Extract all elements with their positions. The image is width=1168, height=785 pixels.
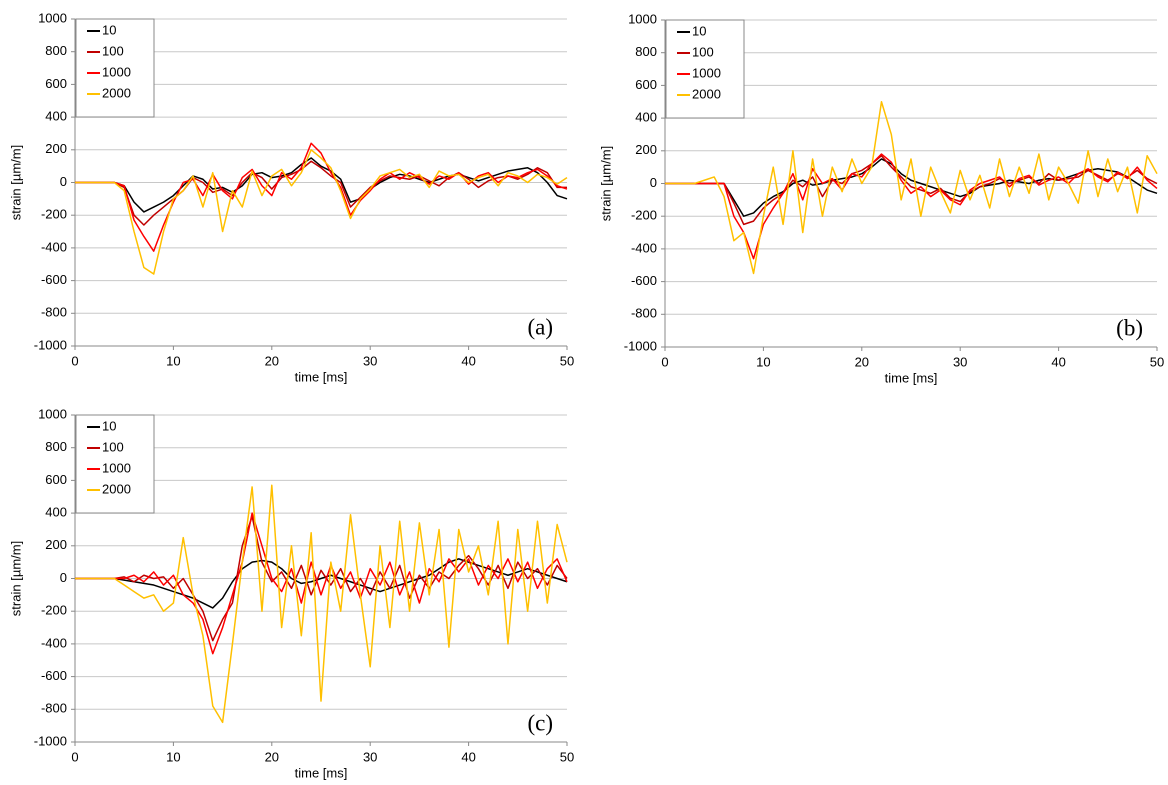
x-tick-label: 20 bbox=[265, 749, 279, 764]
x-tick-label: 30 bbox=[363, 749, 377, 764]
legend-label: 1000 bbox=[692, 65, 721, 80]
legend-label: 10 bbox=[102, 22, 116, 37]
series-line bbox=[665, 158, 1158, 217]
x-tick-label: 30 bbox=[363, 353, 377, 368]
chart-panel: -1000 -800 -600 -400 -200 0 200 400 600 800 1000 0 1… bbox=[8, 10, 574, 384]
x-tick-label: 50 bbox=[1150, 354, 1164, 369]
y-tick-label: -200 bbox=[41, 207, 67, 222]
y-tick-label: -800 bbox=[41, 701, 67, 716]
legend-label: 1000 bbox=[102, 460, 131, 475]
y-tick-label: 400 bbox=[45, 505, 67, 520]
y-tick-label: 800 bbox=[45, 439, 67, 454]
legend-box bbox=[665, 19, 745, 119]
y-tick-label: 200 bbox=[45, 537, 67, 552]
y-tick-label: -1000 bbox=[34, 733, 67, 748]
x-axis-label: time [ms] bbox=[295, 765, 348, 780]
y-tick-label: 200 bbox=[45, 141, 67, 156]
series-line bbox=[75, 149, 568, 275]
y-tick-label: -400 bbox=[41, 635, 67, 650]
x-tick-label: 40 bbox=[461, 353, 475, 368]
x-tick-label: 10 bbox=[756, 354, 770, 369]
panel-annotation: (a) bbox=[527, 314, 553, 339]
chart-panel: -1000 -800 -600 -400 -200 0 200 400 600 800 1000 0 1… bbox=[598, 11, 1164, 385]
legend-label: 10 bbox=[102, 418, 116, 433]
y-tick-label: -200 bbox=[631, 208, 657, 223]
y-tick-label: 200 bbox=[635, 142, 657, 157]
series-line bbox=[665, 153, 1158, 260]
x-tick-label: 10 bbox=[166, 749, 180, 764]
series-line bbox=[75, 484, 568, 724]
x-tick-label: 20 bbox=[265, 353, 279, 368]
y-tick-label: -800 bbox=[41, 305, 67, 320]
x-axis-label: time [ms] bbox=[885, 370, 938, 385]
legend-label: 100 bbox=[102, 439, 124, 454]
x-tick-label: 50 bbox=[560, 353, 574, 368]
y-tick-label: 400 bbox=[45, 109, 67, 124]
y-tick-label: -600 bbox=[631, 273, 657, 288]
y-tick-label: -1000 bbox=[624, 338, 657, 353]
panel-annotation: (c) bbox=[527, 710, 553, 735]
y-tick-label: 800 bbox=[45, 43, 67, 58]
x-tick-label: 20 bbox=[855, 354, 869, 369]
y-tick-label: -400 bbox=[41, 239, 67, 254]
series-line bbox=[665, 154, 1158, 226]
legend-label: 2000 bbox=[692, 86, 721, 101]
y-tick-label: 0 bbox=[650, 175, 657, 190]
x-axis-label: time [ms] bbox=[295, 369, 348, 384]
y-tick-label: 600 bbox=[45, 76, 67, 91]
y-tick-label: -800 bbox=[631, 306, 657, 321]
legend-label: 100 bbox=[102, 43, 124, 58]
x-tick-label: 40 bbox=[461, 749, 475, 764]
y-tick-label: 1000 bbox=[38, 10, 67, 25]
y-tick-label: -400 bbox=[631, 240, 657, 255]
series-line bbox=[75, 157, 568, 213]
legend-label: 100 bbox=[692, 44, 714, 59]
series-line bbox=[75, 142, 568, 252]
y-tick-label: -600 bbox=[41, 272, 67, 287]
y-tick-label: 1000 bbox=[38, 406, 67, 421]
y-tick-label: -1000 bbox=[34, 337, 67, 352]
legend-label: 10 bbox=[692, 23, 706, 38]
legend-label: 1000 bbox=[102, 64, 131, 79]
y-tick-label: -600 bbox=[41, 668, 67, 683]
y-tick-label: 600 bbox=[635, 77, 657, 92]
x-tick-label: 10 bbox=[166, 353, 180, 368]
y-tick-label: 0 bbox=[60, 174, 67, 189]
y-tick-label: 600 bbox=[45, 472, 67, 487]
series-line bbox=[75, 558, 568, 609]
x-tick-label: 40 bbox=[1051, 354, 1065, 369]
y-tick-label: 400 bbox=[635, 110, 657, 125]
legend-label: 2000 bbox=[102, 481, 131, 496]
y-axis-label: strain [µm/m] bbox=[8, 541, 23, 616]
x-tick-label: 0 bbox=[71, 353, 78, 368]
y-axis-label: strain [µm/m] bbox=[8, 145, 23, 220]
y-tick-label: 800 bbox=[635, 44, 657, 59]
x-tick-label: 30 bbox=[953, 354, 967, 369]
panel-annotation: (b) bbox=[1116, 315, 1143, 340]
x-tick-label: 50 bbox=[560, 749, 574, 764]
legend-label: 2000 bbox=[102, 85, 131, 100]
legend-box bbox=[75, 18, 155, 118]
x-tick-label: 0 bbox=[71, 749, 78, 764]
y-tick-label: -200 bbox=[41, 603, 67, 618]
y-tick-label: 1000 bbox=[628, 11, 657, 26]
legend-box bbox=[75, 414, 155, 514]
series-line bbox=[665, 101, 1158, 275]
series-line bbox=[75, 160, 567, 226]
x-tick-label: 0 bbox=[661, 354, 668, 369]
y-tick-label: 0 bbox=[60, 570, 67, 585]
y-axis-label: strain [µm/m] bbox=[598, 146, 613, 221]
series-line bbox=[75, 512, 568, 655]
chart-panel: -1000 -800 -600 -400 -200 0 200 400 600 800 1000 0 1… bbox=[8, 406, 574, 780]
